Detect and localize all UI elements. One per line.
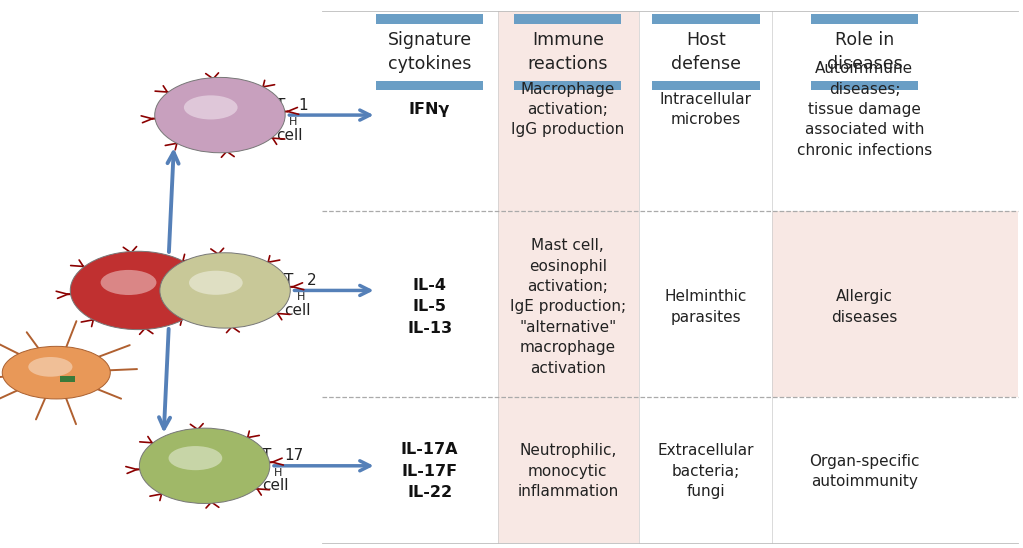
Text: Neutrophilic,
monocytic
inflammation: Neutrophilic, monocytic inflammation [518, 443, 618, 499]
Text: 2: 2 [307, 273, 316, 288]
FancyBboxPatch shape [376, 14, 483, 24]
Text: Mast cell,
eosinophil
activation;
IgE production;
"alternative"
macrophage
activ: Mast cell, eosinophil activation; IgE pr… [509, 238, 626, 375]
Text: IFNγ: IFNγ [409, 102, 450, 117]
FancyBboxPatch shape [653, 14, 759, 24]
FancyBboxPatch shape [653, 81, 759, 90]
FancyBboxPatch shape [515, 81, 622, 90]
Text: cell: cell [262, 478, 288, 493]
Text: cell: cell [284, 303, 311, 318]
Ellipse shape [160, 253, 291, 328]
Ellipse shape [139, 428, 270, 504]
Text: Organ-specific
autoimmunity: Organ-specific autoimmunity [809, 454, 920, 489]
Ellipse shape [169, 446, 222, 470]
Text: IL-17A
IL-17F
IL-22: IL-17A IL-17F IL-22 [401, 442, 458, 500]
Text: Autoimmune
diseases;
tissue damage
associated with
chronic infections: Autoimmune diseases; tissue damage assoc… [797, 61, 932, 158]
FancyBboxPatch shape [515, 14, 622, 24]
Text: IL-4
IL-5
IL-13: IL-4 IL-5 IL-13 [407, 278, 452, 336]
Text: T: T [284, 273, 294, 288]
FancyBboxPatch shape [810, 14, 919, 24]
Text: H: H [288, 117, 297, 127]
Ellipse shape [154, 77, 285, 153]
Ellipse shape [189, 271, 242, 295]
Text: Extracellular
bacteria;
fungi: Extracellular bacteria; fungi [658, 443, 754, 499]
Text: Host
defense: Host defense [671, 31, 741, 73]
FancyBboxPatch shape [60, 376, 76, 383]
Text: 1: 1 [299, 98, 308, 112]
Text: T: T [262, 448, 271, 463]
Text: Role in
diseases: Role in diseases [827, 31, 902, 73]
Text: Intracellular
microbes: Intracellular microbes [660, 92, 752, 127]
FancyBboxPatch shape [810, 81, 919, 90]
FancyBboxPatch shape [376, 81, 483, 90]
Text: Immune
reactions: Immune reactions [528, 31, 608, 73]
Text: H: H [274, 467, 282, 478]
Text: H: H [297, 292, 305, 302]
FancyBboxPatch shape [772, 211, 1018, 397]
Text: Macrophage
activation;
IgG production: Macrophage activation; IgG production [512, 82, 624, 138]
Ellipse shape [29, 357, 73, 376]
FancyBboxPatch shape [498, 11, 639, 543]
Text: Allergic
diseases: Allergic diseases [832, 289, 897, 324]
Ellipse shape [2, 346, 110, 399]
Ellipse shape [184, 95, 237, 119]
Ellipse shape [100, 270, 157, 295]
Text: 17: 17 [284, 448, 304, 463]
Text: Helminthic
parasites: Helminthic parasites [665, 289, 747, 324]
Ellipse shape [71, 251, 206, 329]
Text: cell: cell [276, 128, 303, 142]
Text: Signature
cytokines: Signature cytokines [388, 31, 472, 73]
Text: T: T [276, 98, 285, 112]
